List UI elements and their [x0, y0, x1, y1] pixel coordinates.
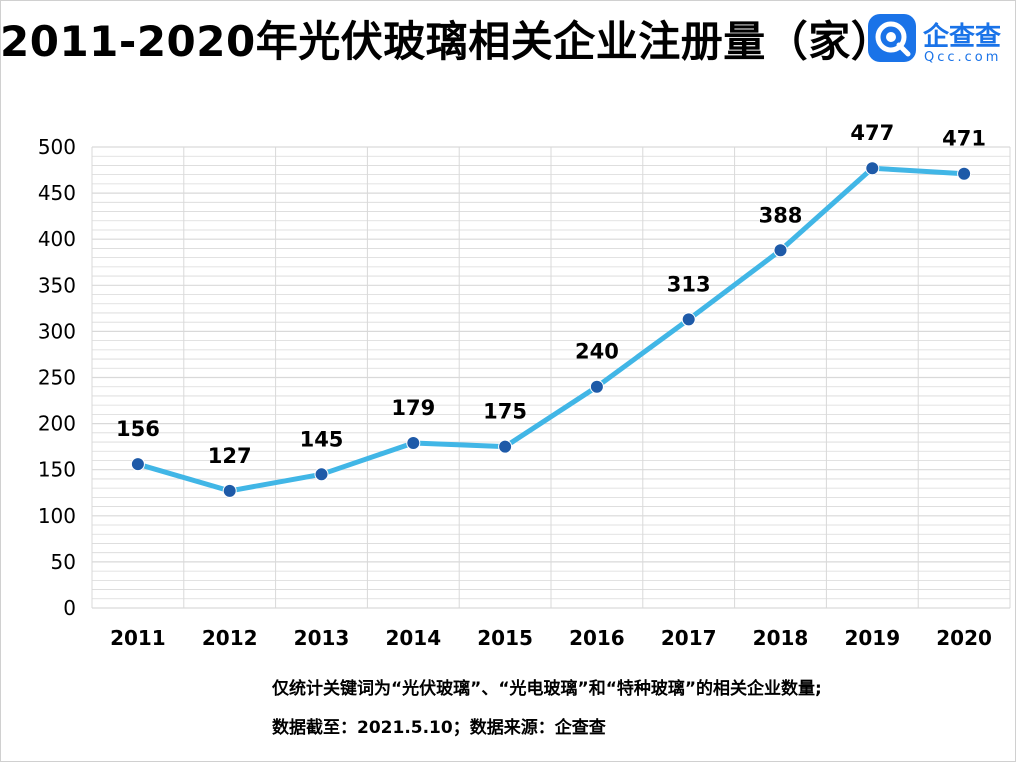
logo-url: Qcc.com [924, 50, 1002, 65]
data-point [498, 439, 513, 454]
data-label: 179 [391, 396, 435, 420]
grid-layer [91, 146, 1011, 609]
x-tick-label: 2012 [202, 626, 258, 650]
data-point [406, 435, 421, 450]
y-tick-label: 400 [38, 227, 76, 251]
qcc-logo: 企查查 Qcc.com [868, 14, 1008, 74]
x-tick-label: 2011 [110, 626, 166, 650]
footnote-scope: 仅统计关键词为“光伏玻璃”、“光电玻璃”和“特种玻璃”的相关企业数量; [272, 679, 822, 699]
data-point [773, 243, 788, 258]
y-tick-label: 50 [51, 550, 76, 574]
data-label: 313 [667, 272, 711, 296]
chart-title: 2011-2020年光伏玻璃相关企业注册量（家） [0, 17, 894, 66]
y-tick-label: 500 [38, 135, 76, 159]
series-line-layer [135, 165, 967, 494]
y-tick-label: 100 [38, 504, 76, 528]
data-labels: 156 127 145 179 175 240 313 388 477 471 [116, 121, 986, 468]
x-tick-label: 2017 [661, 626, 717, 650]
x-tick-label: 2013 [294, 626, 350, 650]
data-point [865, 161, 880, 176]
y-tick-label: 0 [63, 596, 76, 620]
data-points [130, 161, 972, 498]
data-point [957, 166, 972, 181]
data-label: 477 [850, 121, 894, 145]
x-tick-label: 2019 [844, 626, 900, 650]
y-tick-label: 250 [38, 366, 76, 390]
data-label: 127 [208, 444, 252, 468]
data-label: 388 [759, 203, 803, 227]
logo-badge-icon [868, 14, 916, 62]
y-tick-label: 350 [38, 273, 76, 297]
footnote-source: 数据截至：2021.5.10；数据来源：企查查 [272, 718, 606, 738]
data-label: 240 [575, 340, 619, 364]
x-tick-label: 2016 [569, 626, 625, 650]
y-tick-label: 450 [38, 181, 76, 205]
data-point [130, 457, 145, 472]
data-label: 156 [116, 417, 160, 441]
x-tick-label: 2018 [753, 626, 809, 650]
series-line [135, 165, 967, 494]
y-axis-ticks: 0 50 100 150 200 250 300 350 400 450 500 [38, 135, 76, 620]
data-point [314, 467, 329, 482]
data-label: 175 [483, 400, 527, 424]
data-label: 471 [942, 127, 986, 151]
data-point [681, 312, 696, 327]
y-tick-label: 150 [38, 458, 76, 482]
y-tick-label: 200 [38, 412, 76, 436]
x-tick-label: 2014 [385, 626, 441, 650]
x-axis-ticks: 2011 2012 2013 2014 2015 2016 2017 2018 2019 2020 [110, 626, 992, 650]
data-point [222, 483, 237, 498]
x-tick-label: 2015 [477, 626, 533, 650]
y-tick-label: 300 [38, 319, 76, 343]
x-tick-label: 2020 [936, 626, 992, 650]
data-label: 145 [300, 427, 344, 451]
logo-name: 企查查 [923, 22, 1002, 52]
data-point [589, 379, 604, 394]
